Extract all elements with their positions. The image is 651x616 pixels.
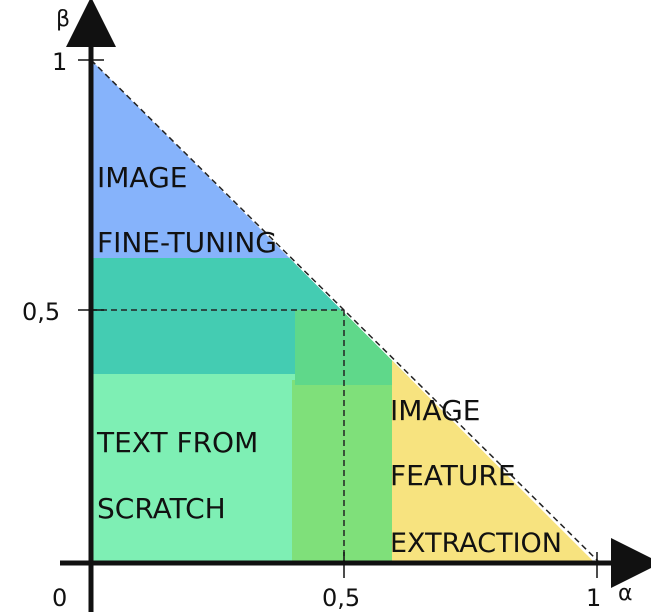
label-image-feature-extraction-line2: FEATURE [390,459,516,492]
x-tick-label-1: 1 [586,584,601,612]
region-image-feature-extraction [388,60,595,563]
y-tick-label-1: 1 [52,48,67,76]
y-axis-label: β [56,7,70,32]
x-axis-label: α [618,581,633,606]
region-light-green-strip [292,380,392,563]
label-image-finetuning-line1: IMAGE [97,161,187,194]
origin-label: 0 [52,584,67,612]
region-text-from-scratch [91,374,301,563]
label-text-from-scratch-line2: SCRATCH [97,492,226,525]
label-image-feature-extraction-line1: IMAGE [390,394,480,427]
x-tick-label-05: 0,5 [322,584,360,612]
label-image-feature-extraction-line3: EXTRACTION [390,528,562,559]
y-tick-label-05: 0,5 [22,298,60,326]
label-image-finetuning-line2: FINE-TUNING [97,226,277,259]
label-text-from-scratch-line1: TEXT FROM [96,426,258,459]
